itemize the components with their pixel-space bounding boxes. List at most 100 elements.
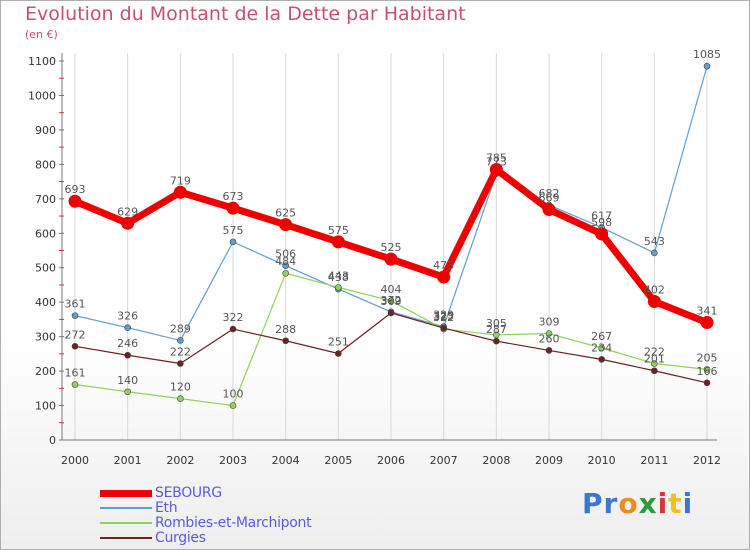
data-label: 673 — [223, 190, 244, 203]
legend-label: Rombies-et-Marchipont — [155, 515, 312, 531]
data-point — [177, 337, 184, 344]
y-tick-label: 400 — [35, 296, 56, 309]
data-label: 322 — [223, 311, 244, 324]
data-point — [703, 62, 711, 70]
data-point — [282, 269, 289, 277]
data-point — [124, 388, 131, 396]
x-tick-label: 2004 — [272, 454, 300, 467]
logo-letter: o — [618, 487, 639, 520]
chart-title: Evolution du Montant de la Dette par Hab… — [25, 3, 466, 25]
data-label: 473 — [433, 259, 454, 272]
y-tick-label: 700 — [35, 193, 56, 206]
data-label: 785 — [486, 152, 507, 165]
x-tick-label: 2000 — [61, 454, 89, 467]
data-point — [493, 337, 500, 345]
data-point — [331, 235, 345, 249]
data-label: 201 — [644, 353, 665, 366]
data-label: 543 — [644, 235, 665, 248]
data-point — [545, 330, 553, 337]
data-label: 222 — [644, 346, 665, 359]
x-tick-label: 2011 — [640, 454, 668, 467]
data-point — [229, 402, 237, 409]
data-point — [489, 163, 503, 177]
data-label: 325 — [433, 310, 454, 323]
data-point — [124, 351, 131, 359]
data-point — [71, 312, 79, 319]
data-point — [595, 227, 609, 241]
legend-swatch — [100, 537, 152, 539]
data-label: 372 — [381, 294, 402, 307]
data-label: 246 — [117, 337, 138, 350]
legend-label: SEBOURG — [155, 485, 222, 501]
logo-letter: t — [668, 487, 683, 520]
data-point — [651, 249, 658, 257]
data-label: 629 — [117, 205, 138, 218]
data-point — [177, 360, 184, 367]
data-label: 288 — [275, 323, 296, 336]
data-label: 161 — [65, 367, 86, 380]
y-tick-label: 1100 — [28, 55, 56, 68]
data-labels: 693 629 719 673 625 575 525 473 785 669 598 402 341 3… — [65, 48, 722, 400]
data-label: 598 — [591, 216, 612, 229]
x-tick-label: 2008 — [482, 454, 510, 467]
data-point — [545, 347, 553, 354]
data-point — [598, 356, 605, 363]
y-tick-label: 600 — [35, 227, 56, 240]
y-tick-label: 200 — [35, 365, 56, 378]
data-point — [177, 395, 184, 402]
logo-letter: i — [657, 487, 669, 520]
data-label: 625 — [275, 207, 296, 220]
data-point — [440, 324, 447, 332]
data-point — [384, 252, 398, 266]
data-label: 369 — [381, 295, 402, 308]
x-tick-label: 2012 — [693, 454, 721, 467]
data-point — [598, 344, 605, 352]
data-point — [335, 350, 342, 357]
data-point — [703, 379, 711, 387]
legend-swatch — [100, 522, 152, 524]
x-tick-label: 2010 — [588, 454, 616, 467]
data-point — [542, 202, 556, 216]
data-point — [71, 381, 79, 388]
data-label: 682 — [539, 187, 560, 200]
y-tick-label: 300 — [35, 331, 56, 344]
y-tick-labels: 0 100 200 300 400 500 600 700 800 900 1000 1100 — [28, 55, 56, 447]
data-point — [387, 309, 395, 317]
x-tick-label: 2006 — [377, 454, 405, 467]
data-label: 166 — [697, 365, 718, 378]
data-point — [437, 270, 451, 284]
data-label: 234 — [591, 341, 612, 354]
y-tick-label: 500 — [35, 262, 56, 275]
data-label: 140 — [117, 374, 138, 387]
data-label: 100 — [223, 388, 244, 401]
data-label: 402 — [644, 283, 665, 296]
y-tick-label: 0 — [49, 434, 56, 447]
data-label: 267 — [591, 330, 612, 343]
proxiti-logo: Proxiti — [582, 487, 693, 520]
x-tick-label: 2007 — [430, 454, 458, 467]
legend-label: Curgies — [155, 530, 206, 546]
data-label: 287 — [486, 323, 507, 336]
data-point — [651, 360, 658, 367]
logo-letter: r — [603, 487, 619, 520]
x-tick-label: 2009 — [535, 454, 563, 467]
logo-letter: P — [582, 487, 604, 520]
data-label: 205 — [697, 351, 718, 364]
chart-subtitle: (en €) — [25, 28, 58, 41]
data-label: 484 — [275, 255, 296, 268]
data-label: 617 — [591, 209, 612, 222]
x-tick-label: 2005 — [324, 454, 352, 467]
data-label: 575 — [328, 224, 349, 237]
data-label: 443 — [328, 269, 349, 282]
legend-swatch — [100, 489, 152, 497]
data-point — [700, 316, 714, 330]
legend-swatch — [100, 507, 152, 509]
x-tick-label: 2001 — [114, 454, 142, 467]
y-tick-label: 900 — [35, 124, 56, 137]
data-point — [229, 238, 237, 246]
y-tick-label: 1000 — [28, 89, 56, 102]
legend-label: Eth — [155, 500, 178, 516]
y-tick-label: 100 — [35, 400, 56, 413]
data-label: 1085 — [693, 48, 721, 61]
